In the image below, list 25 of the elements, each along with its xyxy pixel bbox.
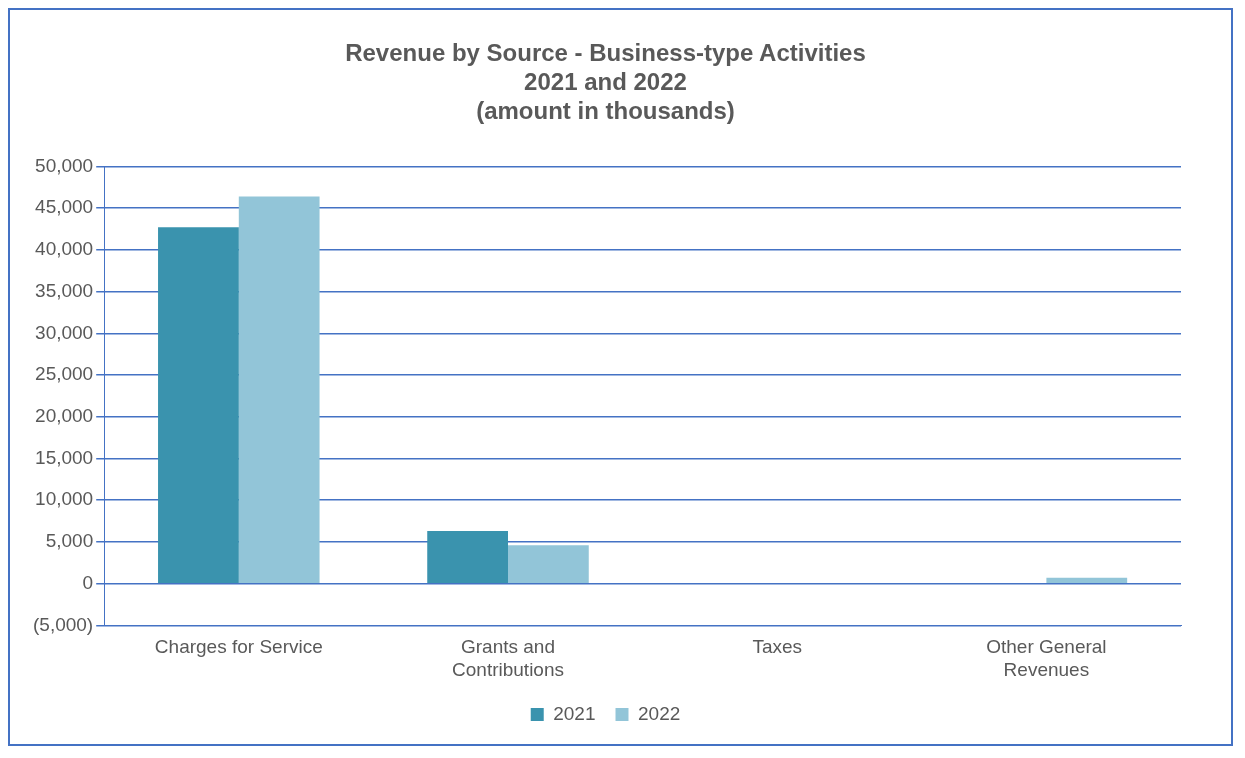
y-tick-label: 35,000 xyxy=(35,279,94,301)
x-tick-label: Grants and Contributions xyxy=(452,636,564,680)
bar xyxy=(238,196,320,583)
y-tick-label: 15,000 xyxy=(35,446,94,468)
x-tick-label: Other General Revenues xyxy=(986,636,1107,680)
y-tick-label: 25,000 xyxy=(35,363,94,385)
y-tick-label: 5,000 xyxy=(45,530,94,552)
y-tick-label: 10,000 xyxy=(35,488,94,510)
y-tick-label: 50,000 xyxy=(35,154,94,176)
legend-label: 2022 xyxy=(638,702,681,724)
x-tick-label: Taxes xyxy=(752,636,803,658)
y-tick-label: 0 xyxy=(82,571,94,593)
legend-label: 2021 xyxy=(553,702,596,724)
chart-subtitle: (amount in thousands) xyxy=(476,96,735,124)
y-tick-label: (5,000) xyxy=(33,613,94,635)
y-tick-label: 20,000 xyxy=(35,405,94,426)
bar xyxy=(508,545,589,583)
y-tick-label: 45,000 xyxy=(35,196,94,218)
bar xyxy=(158,227,239,583)
bar xyxy=(1046,577,1128,583)
y-tick-label: 30,000 xyxy=(35,321,94,343)
x-tick-label: Charges for Service xyxy=(154,636,323,658)
bar xyxy=(427,531,508,583)
y-tick-label: 40,000 xyxy=(35,238,94,260)
chart-title: Revenue by Source - Business-type Activities 2021 and 2022 xyxy=(345,39,866,95)
